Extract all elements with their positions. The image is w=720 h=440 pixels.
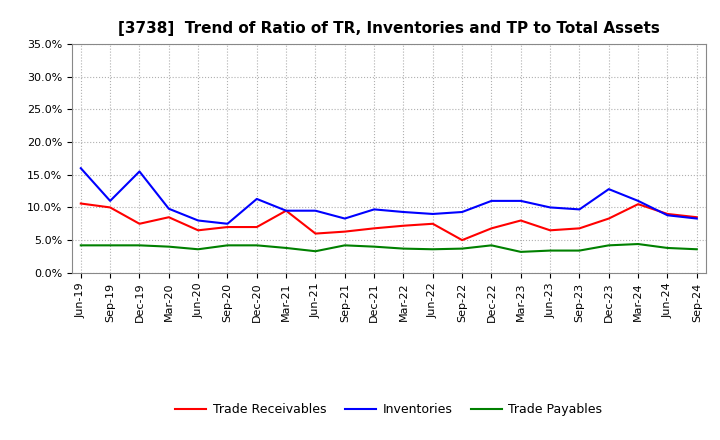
Trade Receivables xyxy=(693,215,701,220)
Trade Receivables xyxy=(341,229,349,234)
Inventories xyxy=(223,221,232,227)
Trade Payables xyxy=(399,246,408,251)
Inventories xyxy=(282,208,290,213)
Trade Receivables xyxy=(458,238,467,243)
Trade Receivables xyxy=(282,208,290,213)
Trade Receivables xyxy=(516,218,525,223)
Trade Receivables xyxy=(194,227,202,233)
Trade Payables xyxy=(341,243,349,248)
Trade Receivables xyxy=(399,223,408,228)
Trade Payables xyxy=(106,243,114,248)
Inventories xyxy=(76,165,85,171)
Inventories xyxy=(106,198,114,204)
Trade Payables xyxy=(76,243,85,248)
Trade Receivables xyxy=(663,211,672,216)
Inventories xyxy=(663,213,672,218)
Trade Receivables xyxy=(575,226,584,231)
Legend: Trade Receivables, Inventories, Trade Payables: Trade Receivables, Inventories, Trade Pa… xyxy=(170,398,608,421)
Line: Trade Payables: Trade Payables xyxy=(81,244,697,252)
Trade Payables xyxy=(428,247,437,252)
Trade Payables xyxy=(311,249,320,254)
Inventories xyxy=(693,216,701,221)
Inventories xyxy=(164,206,173,211)
Trade Receivables xyxy=(487,226,496,231)
Inventories xyxy=(458,209,467,215)
Trade Receivables xyxy=(634,202,642,207)
Trade Receivables xyxy=(546,227,554,233)
Inventories xyxy=(370,207,379,212)
Inventories xyxy=(516,198,525,204)
Trade Receivables xyxy=(76,201,85,206)
Inventories xyxy=(487,198,496,204)
Trade Receivables xyxy=(135,221,144,227)
Line: Trade Receivables: Trade Receivables xyxy=(81,204,697,240)
Inventories xyxy=(605,187,613,192)
Inventories xyxy=(575,207,584,212)
Trade Receivables xyxy=(311,231,320,236)
Trade Payables xyxy=(663,246,672,251)
Trade Receivables xyxy=(253,224,261,230)
Trade Receivables xyxy=(223,224,232,230)
Trade Payables xyxy=(370,244,379,249)
Trade Payables xyxy=(282,246,290,251)
Title: [3738]  Trend of Ratio of TR, Inventories and TP to Total Assets: [3738] Trend of Ratio of TR, Inventories… xyxy=(118,21,660,36)
Trade Payables xyxy=(253,243,261,248)
Inventories xyxy=(311,208,320,213)
Trade Payables xyxy=(487,243,496,248)
Trade Payables xyxy=(223,243,232,248)
Trade Payables xyxy=(164,244,173,249)
Line: Inventories: Inventories xyxy=(81,168,697,224)
Trade Receivables xyxy=(164,215,173,220)
Inventories xyxy=(135,169,144,174)
Trade Payables xyxy=(693,247,701,252)
Trade Payables xyxy=(546,248,554,253)
Trade Payables xyxy=(516,249,525,254)
Inventories xyxy=(546,205,554,210)
Trade Payables xyxy=(135,243,144,248)
Inventories xyxy=(194,218,202,223)
Inventories xyxy=(428,211,437,216)
Inventories xyxy=(634,198,642,204)
Trade Payables xyxy=(634,242,642,247)
Trade Receivables xyxy=(428,221,437,227)
Trade Payables xyxy=(194,247,202,252)
Trade Payables xyxy=(605,243,613,248)
Trade Receivables xyxy=(605,216,613,221)
Inventories xyxy=(253,196,261,202)
Trade Payables xyxy=(575,248,584,253)
Trade Receivables xyxy=(106,205,114,210)
Trade Receivables xyxy=(370,226,379,231)
Trade Payables xyxy=(458,246,467,251)
Inventories xyxy=(341,216,349,221)
Inventories xyxy=(399,209,408,215)
